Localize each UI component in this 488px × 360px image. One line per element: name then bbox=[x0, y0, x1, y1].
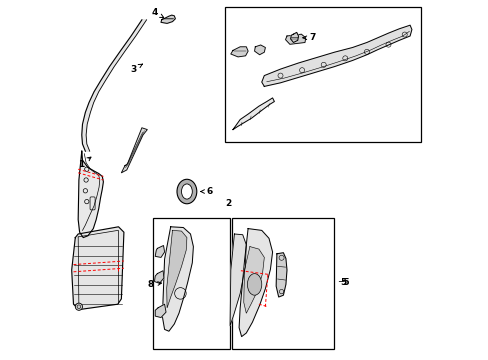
Polygon shape bbox=[261, 25, 411, 86]
Text: 8: 8 bbox=[147, 280, 161, 289]
Polygon shape bbox=[290, 32, 298, 42]
Polygon shape bbox=[239, 229, 272, 337]
Polygon shape bbox=[78, 151, 103, 238]
Polygon shape bbox=[155, 304, 166, 318]
Polygon shape bbox=[81, 20, 146, 151]
Ellipse shape bbox=[247, 274, 261, 295]
Polygon shape bbox=[232, 98, 274, 130]
Bar bbox=[231, 218, 334, 349]
Polygon shape bbox=[161, 15, 175, 23]
Text: 1: 1 bbox=[78, 157, 91, 170]
Polygon shape bbox=[154, 271, 163, 283]
Ellipse shape bbox=[181, 184, 192, 199]
Bar bbox=[224, 7, 420, 142]
Polygon shape bbox=[162, 227, 193, 331]
Polygon shape bbox=[230, 47, 247, 57]
Ellipse shape bbox=[177, 179, 196, 204]
Text: 2: 2 bbox=[225, 199, 231, 208]
Circle shape bbox=[75, 303, 82, 310]
Text: ─5: ─5 bbox=[337, 278, 349, 287]
Polygon shape bbox=[254, 45, 265, 55]
Text: 6: 6 bbox=[200, 187, 212, 196]
Polygon shape bbox=[276, 253, 286, 297]
Polygon shape bbox=[72, 227, 123, 310]
Polygon shape bbox=[230, 234, 246, 326]
Polygon shape bbox=[244, 247, 264, 313]
Text: 4: 4 bbox=[151, 8, 163, 18]
Text: 7: 7 bbox=[303, 33, 315, 42]
Polygon shape bbox=[285, 34, 305, 44]
Polygon shape bbox=[155, 246, 164, 257]
Polygon shape bbox=[121, 128, 147, 173]
Bar bbox=[152, 218, 230, 349]
Text: 3: 3 bbox=[131, 64, 142, 74]
Text: 5: 5 bbox=[333, 278, 346, 287]
Polygon shape bbox=[166, 230, 186, 308]
